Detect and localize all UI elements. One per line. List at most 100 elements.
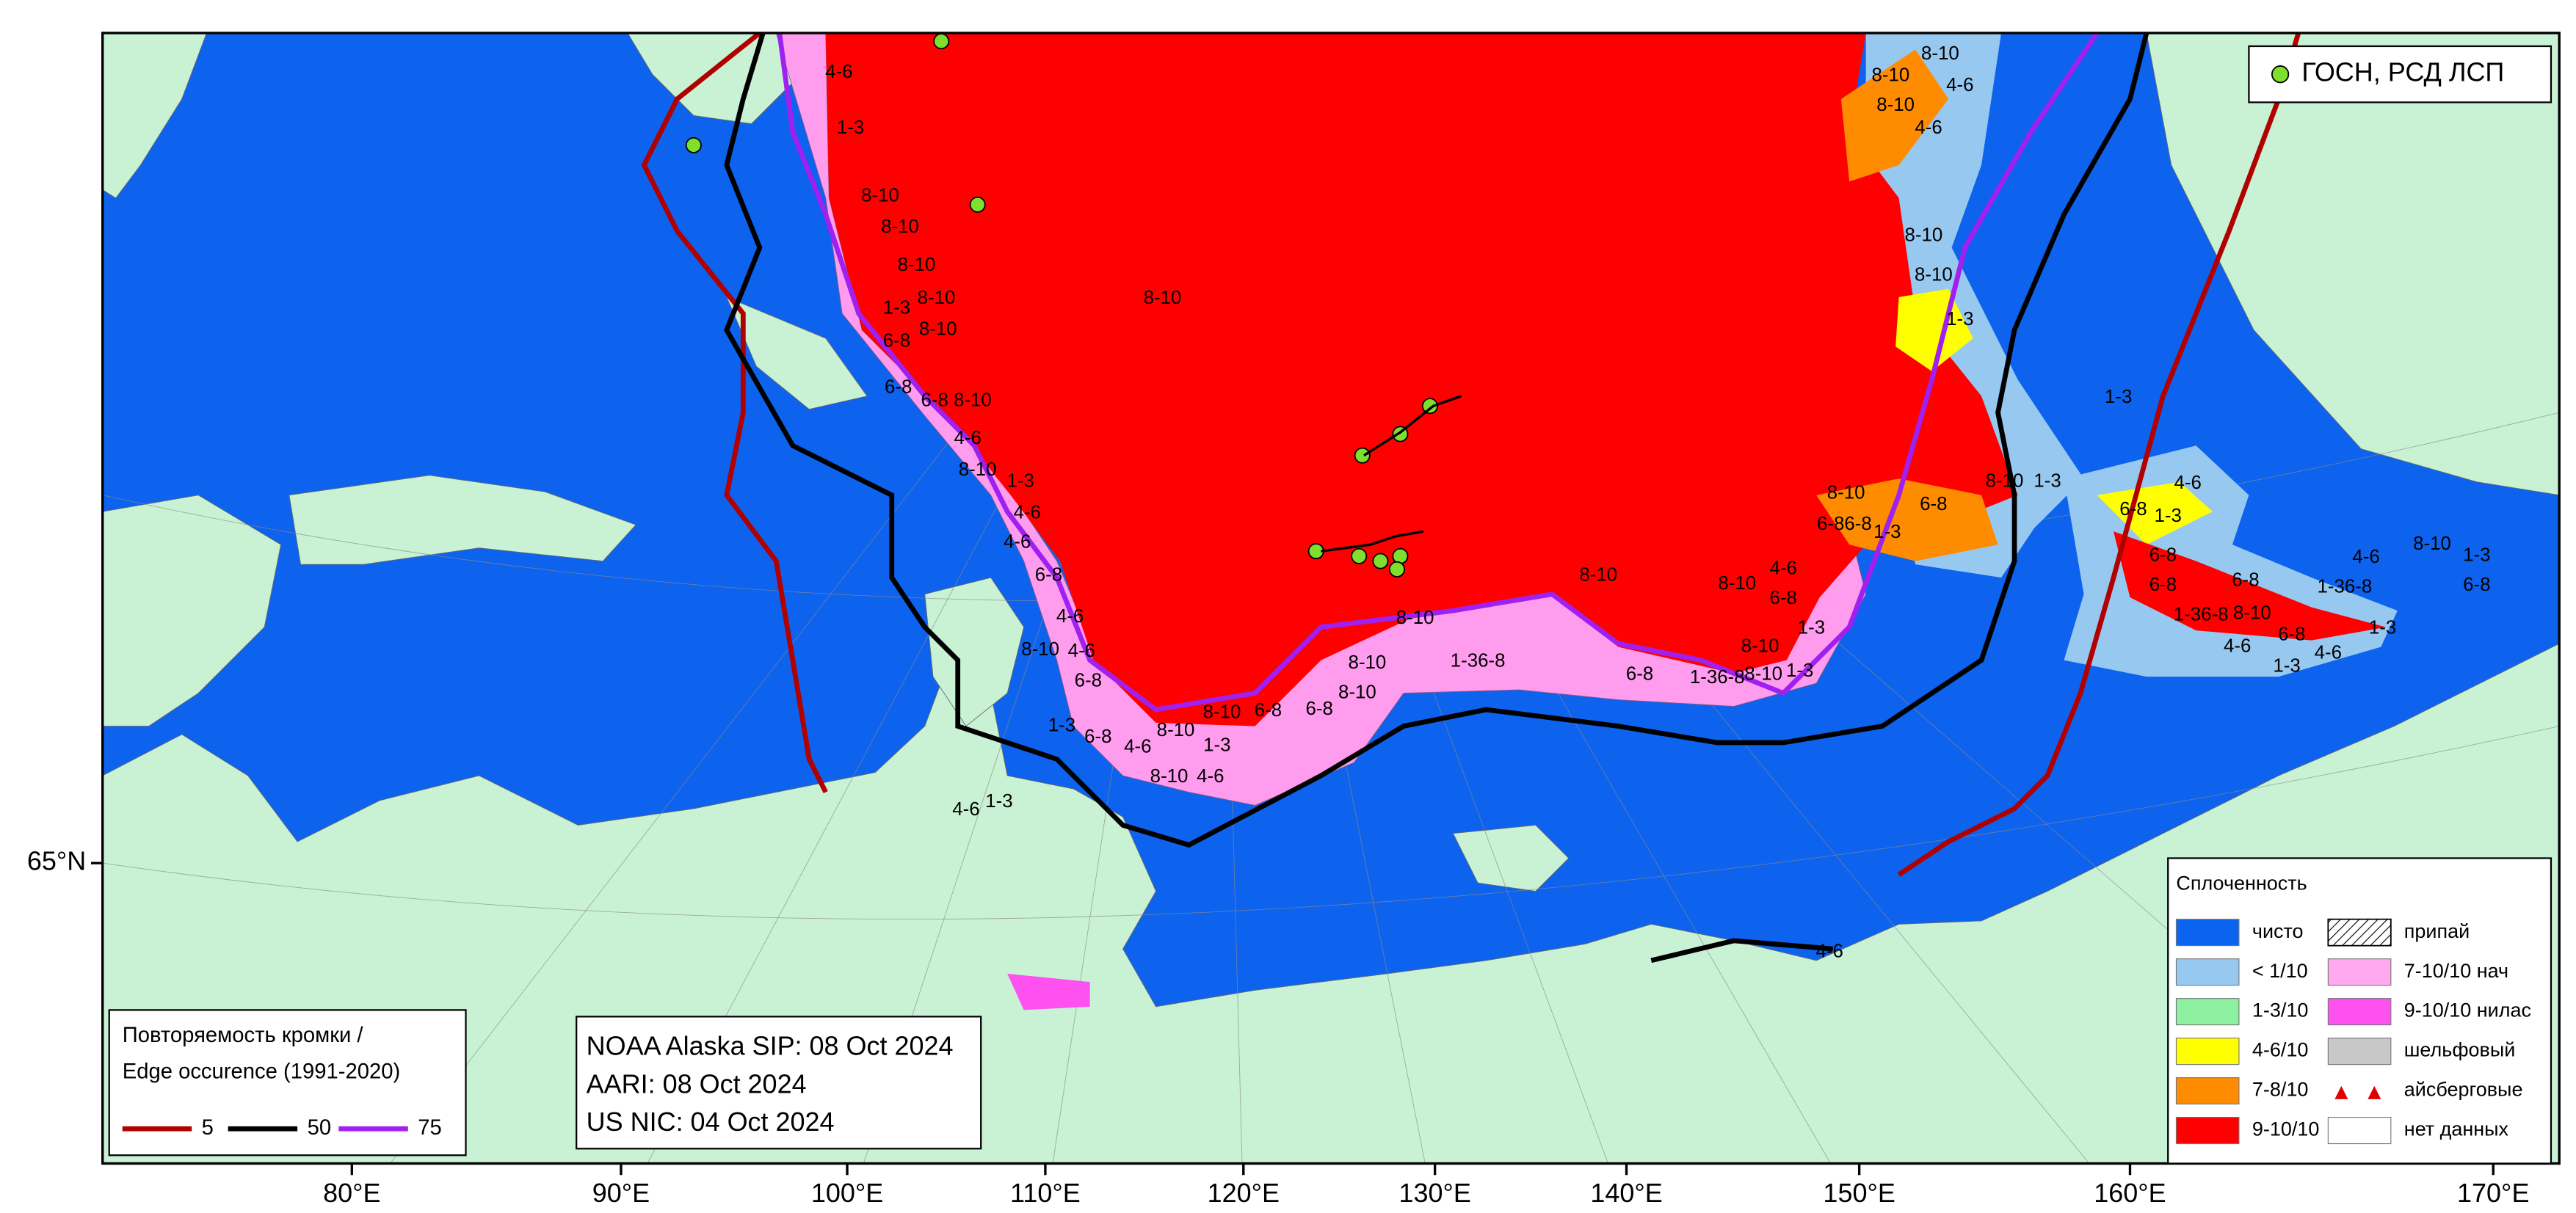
legend-swatch [2175,998,2240,1026]
legend-title: Edge occurence (1991-2020) [123,1060,400,1084]
legend-label: 5 [202,1116,214,1140]
axes: 80°E 90°E 100°E 110°E 120°E 130°E 140°E 150°E 16… [27,846,2530,1208]
ice-label: 6-8 [1075,671,1102,691]
longitude-label: 130°E [1398,1178,1470,1208]
station [1372,553,1389,569]
legend-label: нет данных [2404,1118,2509,1140]
ice-label: 6-8 [1306,699,1333,719]
ice-label: 8-10 [881,216,919,237]
ice-label: 1-3 [1786,660,1813,681]
ice-label: 1-3 [1873,522,1901,542]
edge-line-75 [777,32,2100,713]
ice-label: 1-3 [2033,471,2061,492]
ice-label: 4-6 [952,799,979,820]
ice-label: 8-10 [1986,471,2024,492]
ice-label: 4-6 [825,62,852,82]
ice-label: 6-8 [1920,494,1947,514]
ice-label: 1-36-8 [1690,667,1745,688]
ice-label: 1-3 [837,117,864,138]
longitude-label: 80°E [323,1178,380,1208]
drift-track [1321,395,1462,553]
longitude-label: 90°E [592,1178,650,1208]
ice-label: 8-10 [1718,573,1756,594]
ice-label: 1-36-8 [2174,605,2229,625]
ice-label: 8-10 [1827,482,1865,503]
legend-label: айсберговые [2404,1079,2523,1101]
legend-label: шельфовый [2404,1039,2516,1061]
legend-label: 9-10/10 [2252,1118,2319,1140]
station [1392,547,1409,564]
ice-label: 1-3 [2105,387,2132,407]
info-line: US NIC: 04 Oct 2024 [587,1107,835,1137]
land [102,32,207,199]
ice-label: 8-10 [861,185,899,205]
ice-label: 8-10 [1744,664,1782,685]
ice-label: 8-10 [1871,65,1909,85]
ice-label: 1-3 [985,791,1012,812]
ice-label: 6-8 [2278,624,2305,645]
legend-label: 1-3/10 [2252,999,2308,1021]
ice-label: 1-3 [1798,618,1825,638]
concentration-legend-items: чисто < 1/10 1-3/10 4-6/10 7-8/10 9-10/10 прип… [2175,918,2531,1145]
legend-label: ГОСН, РСД ЛСП [2301,57,2504,87]
station [933,33,950,50]
edge-line-5 [641,32,2301,877]
legend-label: припай [2404,920,2470,942]
legend-swatch [2327,1038,2392,1066]
legend-swatch [2327,958,2392,986]
ice-label: 6-8 [1770,588,1797,608]
legend-swatch [2175,958,2240,986]
longitude-label: 160°E [2094,1178,2166,1208]
ice-label: 6-8 [921,390,948,410]
station [1354,447,1371,464]
legend-swatch [2175,1116,2240,1145]
ice-red [825,32,2018,726]
map-frame [101,32,2561,1165]
legend-label: 9-10/10 нилас [2404,999,2531,1021]
ice-label: 8-10 [1203,702,1241,722]
legend-swatch [2327,998,2392,1026]
ice-label: 8-10 [918,288,956,308]
ice-label: 1-3 [2463,545,2490,566]
ice-orange [1816,49,1998,561]
ice-label: 8-10 [1157,720,1195,740]
ice-label: 1-3 [1006,471,1034,492]
ice-label: 6-8 [1626,664,1653,685]
edge-line-50 [724,32,2149,964]
ice-label: 8-10 [1915,264,1953,285]
legend-label: чисто [2252,920,2304,942]
ice-red [2113,531,2387,641]
ice-label: 8-10 [1021,639,1059,660]
ice-label: 4-6 [1197,766,1224,787]
stations [685,33,1462,578]
ice-label: 8-10 [1349,652,1387,673]
legend-label: < 1/10 [2252,960,2308,982]
ice-yellow [1895,288,2213,545]
ice-label: 8-10 [1396,608,1434,628]
ice-label: 4-6 [1124,737,1151,757]
ice-label: 8-10 [1579,565,1617,586]
land [725,296,868,410]
ice-label: 4-6 [1946,75,1973,95]
ice-label: 8-10 [2233,602,2271,623]
ice-label: 8-10 [1150,766,1189,787]
longitude-label: 150°E [1823,1178,1895,1208]
ice-label: 4-6 [1068,641,1095,661]
legend-title: Сплоченность [2176,873,2307,895]
ice-label: 6-8 [2149,545,2177,566]
ice-label: 8-10 [954,390,992,410]
legend-symbol [2271,65,2290,84]
ice-label: 8-10 [919,319,957,340]
legend-label: 7-10/10 нач [2404,960,2508,982]
legend-swatch [2327,1116,2392,1145]
ice-label: 1-36-8 [1451,651,1506,671]
land [627,32,794,125]
ice-label: 4-6 [1815,941,1843,961]
ice-label: 6-8 [2463,575,2490,595]
longitude-label: 110°E [1010,1178,1081,1208]
legend-label: 7-8/10 [2252,1079,2308,1101]
legend-label: 50 [308,1116,332,1140]
station [1421,398,1438,415]
station [969,196,986,213]
